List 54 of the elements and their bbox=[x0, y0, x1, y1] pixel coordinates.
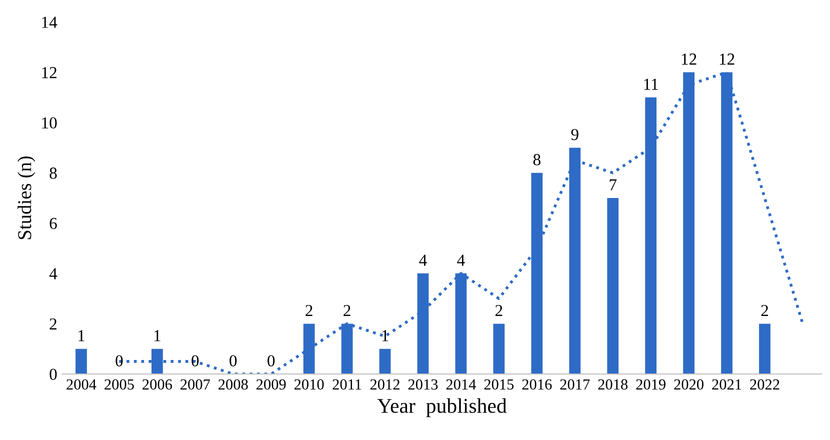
data-label: 1 bbox=[382, 330, 388, 342]
x-tick-label: 2007 bbox=[180, 379, 210, 390]
data-label: 4 bbox=[419, 254, 427, 266]
x-tick-label: 2005 bbox=[104, 379, 134, 390]
y-tick-label: 2 bbox=[50, 318, 56, 330]
bar bbox=[607, 198, 619, 374]
x-tick-label: 2022 bbox=[750, 379, 780, 390]
x-tick-label: 2017 bbox=[560, 379, 590, 390]
y-tick-label: 6 bbox=[50, 218, 57, 230]
data-label: 0 bbox=[192, 355, 199, 366]
bar bbox=[493, 324, 505, 374]
data-label: 1 bbox=[154, 330, 160, 342]
data-label: 1 bbox=[78, 330, 84, 342]
data-label: 8 bbox=[533, 154, 540, 166]
y-tick-label: 10 bbox=[42, 117, 57, 129]
data-label: 4 bbox=[457, 254, 465, 266]
data-label: 2 bbox=[344, 304, 350, 316]
x-tick-label: 2021 bbox=[712, 379, 742, 390]
x-tick-label: 2009 bbox=[256, 379, 286, 390]
y-tick-label: 8 bbox=[50, 168, 57, 179]
data-label: 11 bbox=[644, 78, 658, 90]
x-tick-label: 2004 bbox=[66, 379, 96, 390]
x-tick-label: 2008 bbox=[218, 379, 248, 390]
data-label: 9 bbox=[571, 128, 578, 140]
data-label: 0 bbox=[116, 355, 123, 366]
x-tick-label: 2010 bbox=[294, 379, 324, 390]
x-tick-label: 2020 bbox=[674, 379, 704, 390]
x-tick-label: 2013 bbox=[408, 379, 438, 390]
bar bbox=[759, 324, 770, 374]
y-tick-label: 12 bbox=[42, 67, 56, 78]
x-axis-title: Year published bbox=[377, 398, 507, 418]
x-tick-label: 2018 bbox=[598, 379, 628, 390]
data-label: 0 bbox=[268, 355, 275, 366]
bar bbox=[379, 348, 391, 374]
data-label: 2 bbox=[306, 304, 312, 316]
x-tick-label: 2016 bbox=[522, 379, 552, 390]
x-tick-label: 2012 bbox=[370, 379, 400, 390]
y-tick-label: 4 bbox=[49, 268, 58, 280]
data-label: 7 bbox=[610, 179, 617, 190]
data-label: 2 bbox=[761, 304, 768, 316]
x-tick-label: 2014 bbox=[446, 379, 476, 390]
data-label: 2 bbox=[496, 304, 502, 316]
data-label: 12 bbox=[682, 54, 696, 65]
y-tick-label: 0 bbox=[50, 368, 57, 380]
y-axis-title: Studies (n) bbox=[18, 156, 36, 240]
x-tick-label: 2006 bbox=[142, 379, 172, 390]
data-label: 12 bbox=[720, 54, 734, 65]
data-label: 0 bbox=[230, 355, 237, 366]
y-tick-label: 14 bbox=[42, 16, 58, 28]
x-tick-label: 2011 bbox=[332, 379, 362, 390]
bar bbox=[76, 348, 87, 374]
line-series bbox=[118, 70, 804, 374]
x-tick-label: 2015 bbox=[484, 379, 514, 390]
x-tick-label: 2019 bbox=[636, 379, 666, 390]
